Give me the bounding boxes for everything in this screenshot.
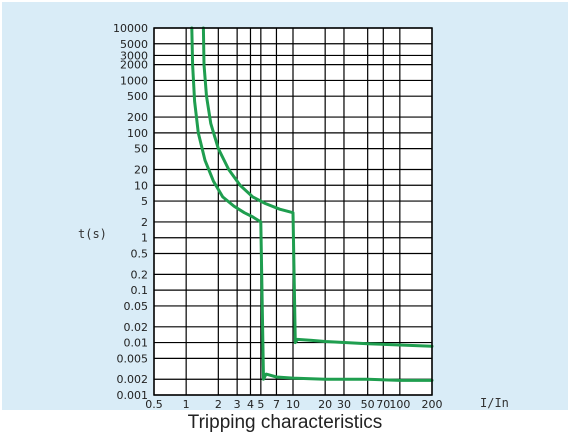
x-tick-label: 200 [422,398,443,411]
y-tick-label: 200 [127,111,148,124]
y-tick-label: 0.002 [117,373,149,386]
chart-caption: Tripping characteristics [187,412,383,433]
y-tick-label: 1 [141,232,148,245]
y-tick-label: 100 [127,127,148,140]
x-tick-label: 7 [273,398,280,411]
x-tick-label: 50 [361,398,375,411]
y-tick-label: 500 [127,90,148,103]
x-axis-label: I/In [480,396,509,410]
y-tick-label: 0.05 [124,300,149,313]
x-tick-label: 10 [286,398,300,411]
y-tick-label: 2 [141,216,148,229]
y-tick-label: 5 [141,195,148,208]
trip-curve-2 [201,26,434,348]
y-tick-label: 0.1 [131,284,149,297]
x-tick-label: 1 [183,398,190,411]
y-tick-label: 0.5 [131,247,149,260]
x-tick-label: 100 [389,398,410,411]
y-tick-label: 3000 [120,49,148,62]
x-tick-label: 3 [234,398,241,411]
x-tick-label: 2 [215,398,222,411]
y-tick-label: 0.005 [117,352,149,365]
y-tick-label: 0.01 [124,337,149,350]
curves [190,26,434,382]
y-tick-label: 5000 [120,38,148,51]
x-tick-labels: 0.5 1 2 3 4 5 7 10 20 30 50 70 100 200 [145,398,442,411]
y-tick-label: 2000 [120,59,148,72]
x-tick-label: 20 [318,398,332,411]
y-tick-label: 10 [134,179,148,192]
y-tick-label: 50 [134,143,148,156]
y-tick-label: 1000 [120,74,148,87]
y-tick-label: 20 [134,164,148,177]
y-tick-label: 0.02 [124,321,149,334]
x-tick-label: 0.5 [145,398,163,411]
y-axis-label: t(s) [78,227,107,241]
x-tick-label: 5 [257,398,264,411]
trip-curve-1 [190,26,434,382]
y-tick-label: 0.2 [131,268,149,281]
plot-frame [153,27,433,396]
y-tick-label: 0.001 [117,389,149,402]
x-tick-label: 70 [376,398,390,411]
x-tick-label: 4 [247,398,254,411]
y-tick-label: 10000 [113,22,148,35]
x-tick-label: 30 [337,398,351,411]
